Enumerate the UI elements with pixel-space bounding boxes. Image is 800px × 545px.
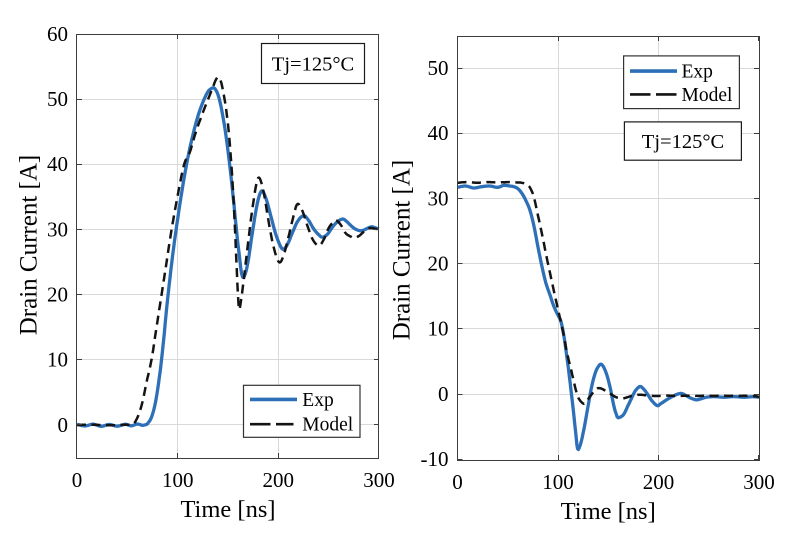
svg-text:30: 30 xyxy=(47,217,68,241)
svg-text:60: 60 xyxy=(47,22,68,46)
svg-text:Exp: Exp xyxy=(682,62,713,83)
svg-text:200: 200 xyxy=(643,470,675,494)
svg-text:0: 0 xyxy=(438,382,449,406)
svg-text:20: 20 xyxy=(428,252,449,276)
svg-text:0: 0 xyxy=(72,468,83,492)
svg-text:Model: Model xyxy=(682,85,733,106)
svg-text:0: 0 xyxy=(452,470,463,494)
svg-text:100: 100 xyxy=(542,470,574,494)
svg-text:20: 20 xyxy=(47,283,68,307)
svg-text:40: 40 xyxy=(428,121,449,145)
svg-text:40: 40 xyxy=(47,152,68,176)
svg-text:Drain Current [A]: Drain Current [A] xyxy=(389,160,416,341)
svg-text:30: 30 xyxy=(428,186,449,210)
svg-text:Drain Current [A]: Drain Current [A] xyxy=(16,155,43,336)
svg-text:Time [ns]: Time [ns] xyxy=(180,496,275,523)
svg-text:Tj=125°C: Tj=125°C xyxy=(642,131,724,153)
svg-text:Tj=125°C: Tj=125°C xyxy=(272,53,354,75)
svg-text:300: 300 xyxy=(743,470,775,494)
svg-text:-10: -10 xyxy=(421,447,449,471)
svg-text:50: 50 xyxy=(428,56,449,80)
svg-text:Time [ns]: Time [ns] xyxy=(561,498,656,525)
svg-text:0: 0 xyxy=(58,413,69,437)
svg-text:Exp: Exp xyxy=(302,390,333,411)
svg-text:200: 200 xyxy=(263,468,295,492)
svg-text:10: 10 xyxy=(47,348,68,372)
svg-text:50: 50 xyxy=(47,87,68,111)
svg-text:300: 300 xyxy=(363,468,395,492)
svg-text:Model: Model xyxy=(302,415,353,436)
svg-text:100: 100 xyxy=(162,468,194,492)
svg-text:10: 10 xyxy=(428,317,449,341)
